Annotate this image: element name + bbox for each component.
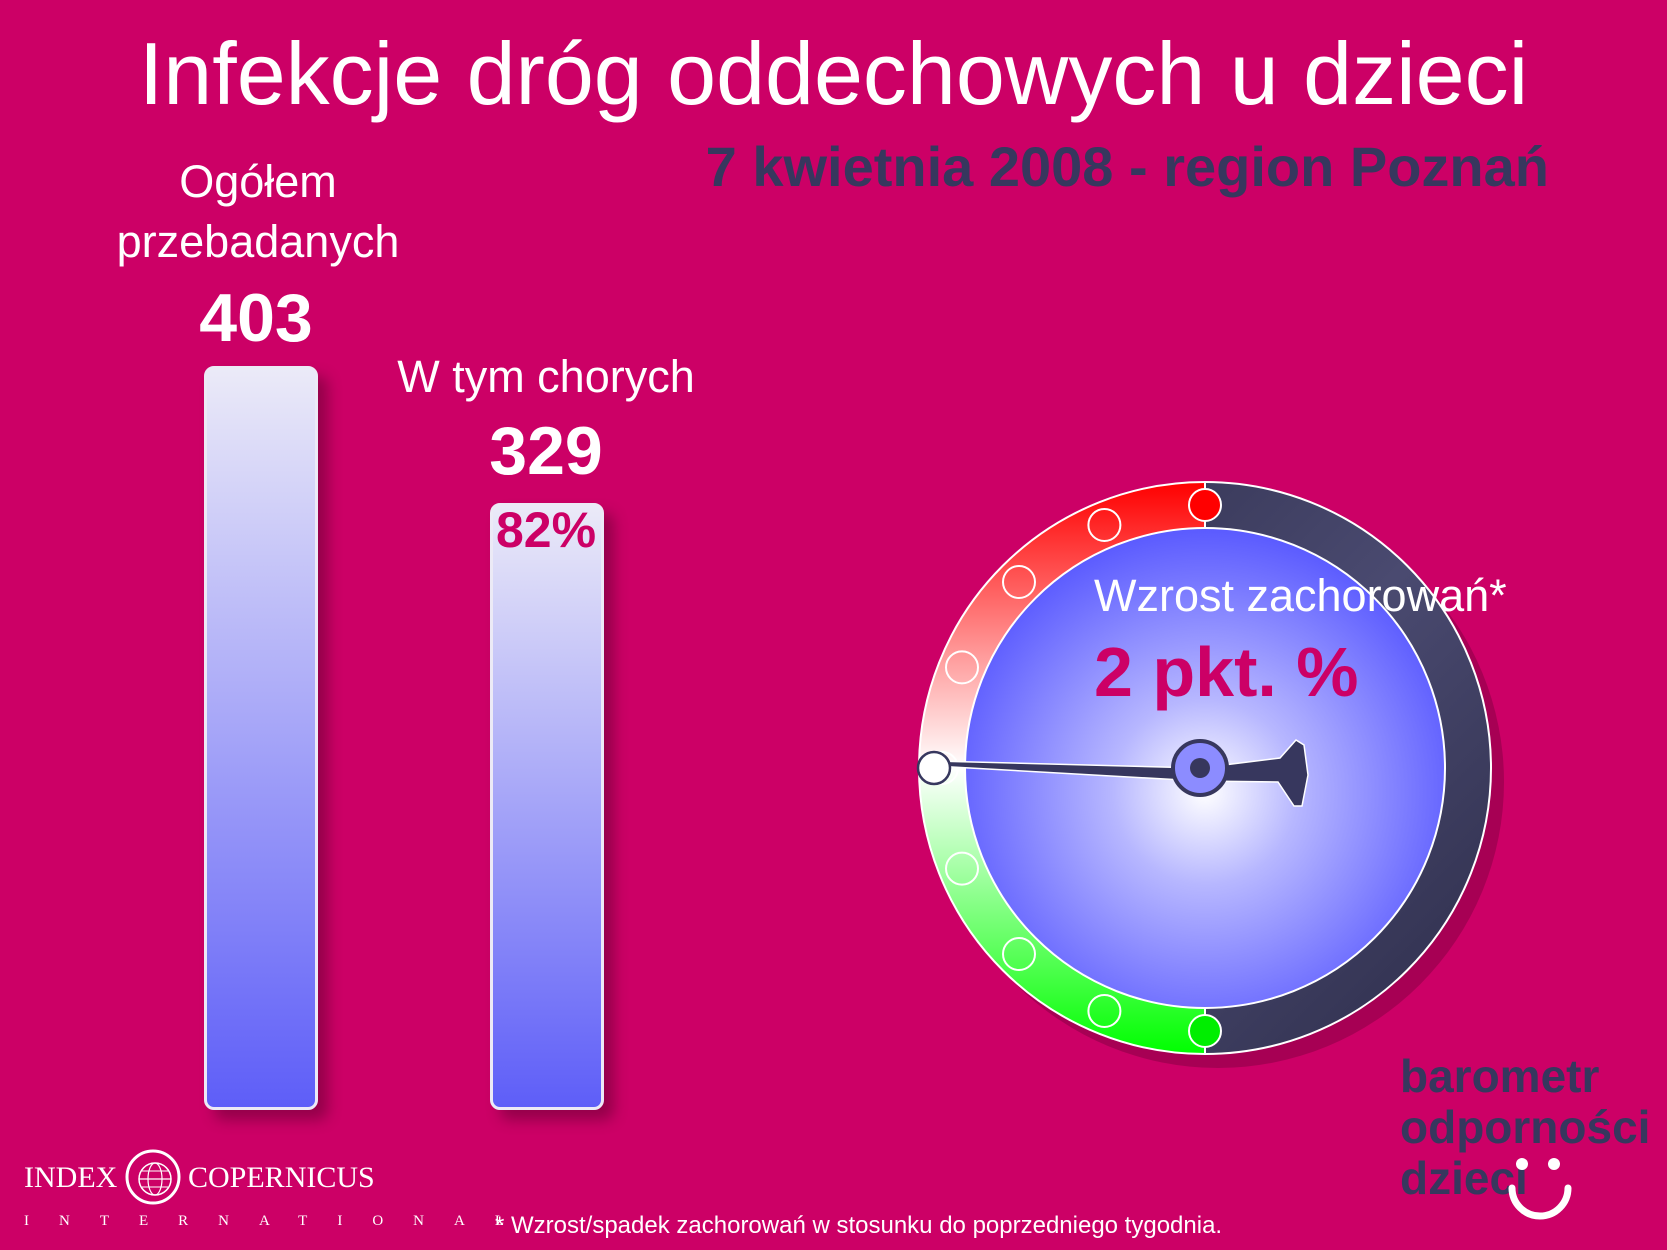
globe-icon [125, 1149, 181, 1205]
bar-sick [490, 503, 604, 1110]
gauge-scale-mark [945, 851, 979, 886]
page-subtitle: 7 kwietnia 2008 - region Poznań [705, 135, 1549, 198]
gauge-scale-mark [1087, 508, 1122, 542]
gauge-label: Wzrost zachorowań* [1094, 570, 1507, 621]
gauge-needle [933, 739, 1309, 807]
sick-percent-label: 82% [495, 502, 597, 558]
gauge-scale-mark [1188, 1014, 1222, 1048]
gauge-scale-mark [1087, 994, 1122, 1028]
brand-line-2: odporności [1400, 1101, 1651, 1153]
gauge-scale-mark [1002, 937, 1036, 971]
bar-total [204, 366, 318, 1110]
logo-text-copernicus: COPERNICUS [188, 1161, 375, 1194]
brand-line-3: dzieci [1400, 1152, 1528, 1204]
footnote: * Wzrost/spadek zachorowań w stosunku do… [495, 1212, 1223, 1239]
logo-text-international: INTERNATIONAL [24, 1213, 534, 1229]
sick-value-label: 329 [489, 413, 603, 489]
gauge-scale-mark [1002, 565, 1036, 599]
gauge-needle-pivot-center [1190, 758, 1210, 778]
total-label: Ogółem przebadanych [70, 152, 446, 272]
sick-label: W tym chorych [397, 351, 695, 402]
total-label-line1: Ogółem [179, 156, 337, 207]
brand-line-1: barometr [1400, 1050, 1600, 1102]
gauge-needle-tip [916, 750, 952, 786]
total-value-label: 403 [199, 280, 313, 356]
page-title: Infekcje dróg oddechowych u dzieci [138, 24, 1529, 123]
logo-text-index: INDEX [24, 1161, 118, 1194]
total-label-line2: przebadanych [116, 216, 400, 267]
gauge-scale-mark [1188, 488, 1222, 522]
gauge-value-label: 2 pkt. % [1094, 633, 1359, 711]
smiley-icon [1508, 1158, 1572, 1220]
gauge-scale-mark [945, 650, 979, 685]
